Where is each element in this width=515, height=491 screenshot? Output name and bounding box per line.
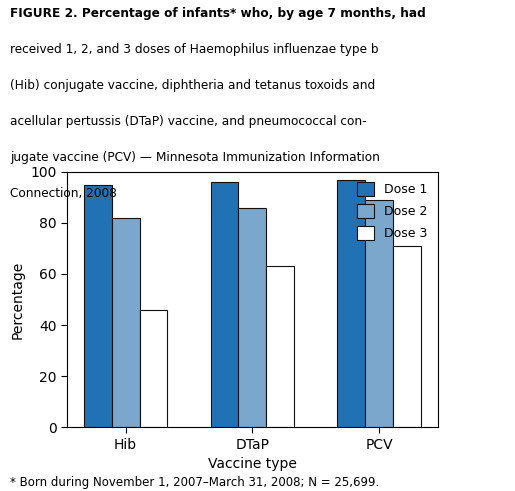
Bar bbox=[393, 246, 421, 427]
Text: FIGURE 2. Percentage of infants* who, by age 7 months, had: FIGURE 2. Percentage of infants* who, by… bbox=[10, 7, 426, 20]
Text: jugate vaccine (PCV) — Minnesota Immunization Information: jugate vaccine (PCV) — Minnesota Immuniz… bbox=[10, 151, 380, 164]
Text: acellular pertussis (DTaP) vaccine, and pneumococcal con-: acellular pertussis (DTaP) vaccine, and … bbox=[10, 115, 367, 128]
Text: Connection, 2008: Connection, 2008 bbox=[10, 187, 117, 199]
Bar bbox=[337, 180, 365, 427]
Bar bbox=[365, 200, 393, 427]
Bar bbox=[211, 182, 238, 427]
X-axis label: Vaccine type: Vaccine type bbox=[208, 457, 297, 471]
Bar bbox=[266, 266, 294, 427]
Bar bbox=[84, 185, 112, 427]
Y-axis label: Percentage: Percentage bbox=[11, 260, 25, 339]
Bar bbox=[112, 218, 140, 427]
Text: * Born during November 1, 2007–March 31, 2008; N = 25,699.: * Born during November 1, 2007–March 31,… bbox=[10, 476, 380, 489]
Text: received 1, 2, and 3 doses of Haemophilus influenzae type b: received 1, 2, and 3 doses of Haemophilu… bbox=[10, 43, 379, 56]
Bar bbox=[140, 310, 167, 427]
Legend: Dose 1, Dose 2, Dose 3: Dose 1, Dose 2, Dose 3 bbox=[353, 178, 432, 244]
Text: (Hib) conjugate vaccine, diphtheria and tetanus toxoids and: (Hib) conjugate vaccine, diphtheria and … bbox=[10, 79, 375, 92]
Bar bbox=[238, 208, 266, 427]
